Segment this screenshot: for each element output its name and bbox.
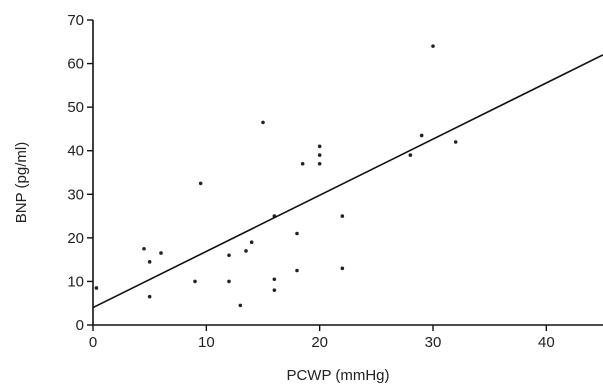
data-point — [340, 214, 345, 218]
data-point — [249, 240, 254, 245]
y-tick-label: 10 — [67, 273, 84, 290]
y-axis-label: BNP (pg/ml) — [13, 142, 30, 223]
data-point — [295, 268, 299, 273]
data-point — [419, 133, 424, 138]
axes — [92, 20, 603, 326]
y-tick-label: 30 — [67, 186, 84, 203]
x-tick-label: 0 — [89, 334, 97, 351]
data-point — [198, 181, 203, 186]
x-tick-label: 30 — [425, 334, 442, 351]
x-tick-label: 40 — [538, 334, 555, 351]
y-tick-label: 50 — [67, 99, 84, 116]
data-point — [272, 277, 277, 282]
data-point — [431, 44, 435, 48]
data-point — [147, 294, 152, 299]
y-tick-label: 70 — [67, 12, 84, 29]
data-point — [453, 140, 458, 144]
data-point — [238, 303, 243, 308]
data-point — [227, 253, 231, 258]
x-axis-label: PCWP (mmHg) — [286, 367, 389, 384]
x-tick-label: 10 — [198, 334, 215, 351]
y-tick-label: 20 — [67, 230, 84, 247]
data-point — [147, 260, 152, 264]
data-point — [295, 231, 299, 236]
regression-line — [92, 54, 603, 309]
y-tick-label: 40 — [67, 143, 84, 160]
data-point — [317, 144, 322, 149]
data-point — [272, 288, 277, 292]
data-points — [94, 44, 458, 308]
data-point — [227, 279, 231, 284]
y-tick-label: 0 — [76, 317, 84, 334]
data-point — [94, 286, 99, 290]
data-point — [300, 161, 305, 166]
x-tick-label: 20 — [311, 334, 328, 351]
y-ticks: 0 10 20 30 40 50 60 70 — [67, 12, 93, 334]
data-point — [142, 246, 146, 251]
data-point — [317, 153, 322, 157]
data-point — [317, 161, 322, 166]
data-point — [261, 120, 265, 125]
data-point — [340, 266, 345, 271]
y-tick-label: 60 — [67, 56, 84, 73]
data-point — [408, 153, 413, 157]
data-point — [244, 249, 248, 253]
x-ticks: 0 10 20 30 40 — [89, 325, 555, 351]
data-point — [159, 251, 163, 255]
data-point — [193, 279, 197, 284]
